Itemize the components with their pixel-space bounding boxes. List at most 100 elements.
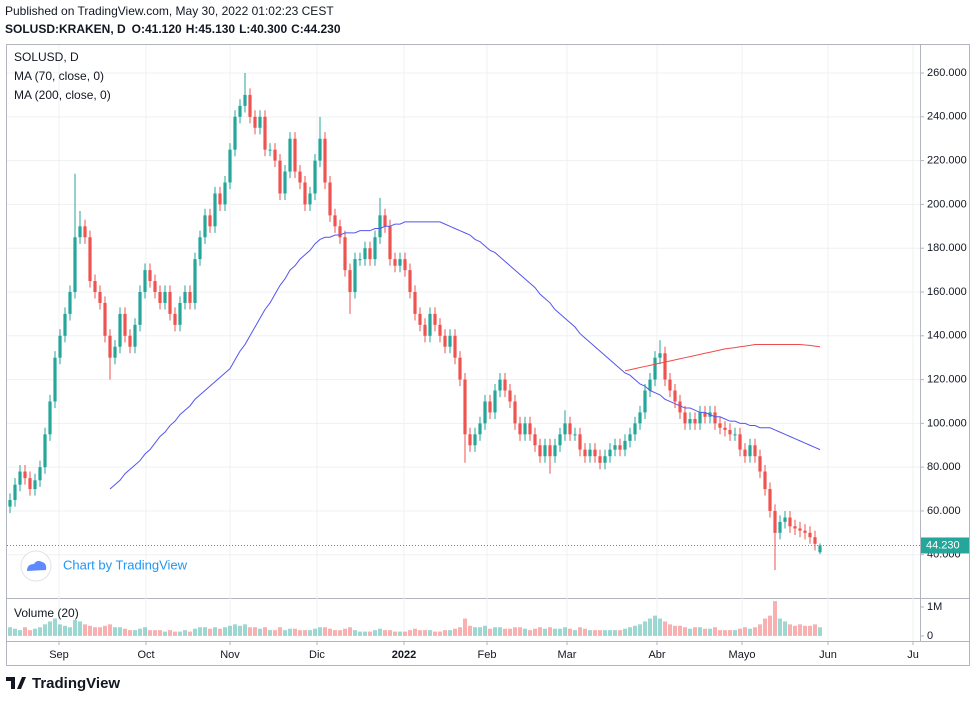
volume-legend: Volume (20) — [14, 606, 79, 620]
volume-bar — [88, 625, 92, 636]
candle-body — [813, 537, 817, 544]
volume-bar — [398, 631, 402, 636]
x-tick-label: Mayo — [729, 649, 756, 661]
candle-body — [668, 379, 672, 391]
candle-body — [623, 440, 627, 450]
candle-body — [723, 427, 727, 430]
volume-bar — [58, 624, 62, 636]
candle-body — [503, 379, 507, 391]
candle-body — [603, 456, 607, 463]
volume-bar — [118, 627, 122, 636]
volume-bar — [268, 630, 272, 636]
volume-bar — [148, 630, 152, 636]
volume-bar — [643, 621, 647, 636]
candle-body — [413, 291, 417, 314]
volume-bar — [793, 625, 797, 636]
volume-bar — [283, 630, 287, 636]
candle-body — [118, 313, 122, 347]
volume-bar — [133, 630, 137, 636]
volume-bar — [218, 628, 222, 636]
candle-body — [168, 291, 172, 314]
y-tick-label: 80.000 — [927, 461, 961, 473]
candle-body — [763, 471, 767, 490]
candle-body — [568, 423, 572, 435]
y-tick-label: 160.000 — [927, 286, 967, 298]
candle-body — [193, 259, 197, 303]
candle-body — [23, 471, 27, 479]
volume-bar — [648, 618, 652, 636]
candle-body — [473, 434, 477, 446]
volume-bar — [293, 628, 297, 636]
volume-bar — [818, 627, 822, 636]
volume-bar — [288, 628, 292, 636]
x-tick-label: Nov — [220, 649, 240, 661]
volume-bar — [713, 627, 717, 636]
candle-body — [643, 390, 647, 413]
volume-bar — [73, 620, 77, 636]
candle-body — [758, 456, 762, 472]
candle-body — [788, 517, 792, 527]
candle-body — [743, 449, 747, 457]
candle-body — [363, 248, 367, 260]
candle-body — [178, 302, 182, 325]
candle-body — [128, 335, 132, 347]
candle-body — [778, 521, 782, 533]
volume-bar — [323, 627, 327, 636]
candle-body — [483, 401, 487, 424]
volume-bar — [393, 631, 397, 636]
candle-body — [653, 357, 657, 380]
y-tick-label: 100.000 — [927, 417, 967, 429]
candle-body — [443, 335, 447, 347]
candle-body — [488, 401, 492, 413]
candle-body — [293, 138, 297, 172]
candle-body — [103, 302, 107, 336]
candle-body — [378, 215, 382, 238]
volume-bar — [558, 628, 562, 636]
candle-body — [348, 270, 352, 292]
volume-bar — [13, 628, 17, 636]
candle-body — [428, 313, 432, 336]
volume-bar — [358, 631, 362, 636]
candle-body — [533, 434, 537, 446]
volume-bar — [183, 630, 187, 636]
candle-body — [133, 324, 137, 347]
y-tick-label: 200.000 — [927, 198, 967, 210]
x-tick-label: Ju — [907, 649, 919, 661]
candle-body — [463, 379, 467, 435]
volume-bar — [663, 621, 667, 636]
volume-bar — [8, 627, 12, 636]
volume-bar — [303, 630, 307, 636]
candle-body — [283, 171, 287, 194]
candle-body — [268, 149, 272, 151]
candle-body — [223, 182, 227, 205]
volume-bar — [343, 628, 347, 636]
volume-bar — [213, 627, 217, 636]
volume-bar — [443, 630, 447, 636]
volume-bar — [573, 630, 577, 636]
candle-body — [308, 193, 312, 205]
candle-body — [793, 526, 797, 529]
candle-body — [328, 182, 332, 216]
volume-bar — [778, 618, 782, 636]
volume-bar — [223, 627, 227, 636]
candle-body — [678, 401, 682, 413]
candle-body — [733, 434, 737, 436]
volume-bar — [743, 627, 747, 636]
candle-body — [138, 291, 142, 325]
volume-bar — [688, 628, 692, 636]
volume-bar — [703, 628, 707, 636]
volume-bar — [428, 630, 432, 636]
candle-body — [98, 291, 102, 303]
candle-body — [558, 434, 562, 446]
volume-bar — [733, 630, 737, 636]
candle-body — [738, 434, 742, 450]
volume-bar — [588, 630, 592, 636]
candle-body — [8, 500, 12, 507]
candle-body — [88, 237, 92, 282]
ohlc-low: L:40.300 — [239, 22, 287, 36]
y-tick-label: 60.000 — [927, 505, 961, 517]
y-tick-label: 180.000 — [927, 242, 967, 254]
volume-bar — [518, 627, 522, 636]
candle-body — [563, 423, 567, 435]
